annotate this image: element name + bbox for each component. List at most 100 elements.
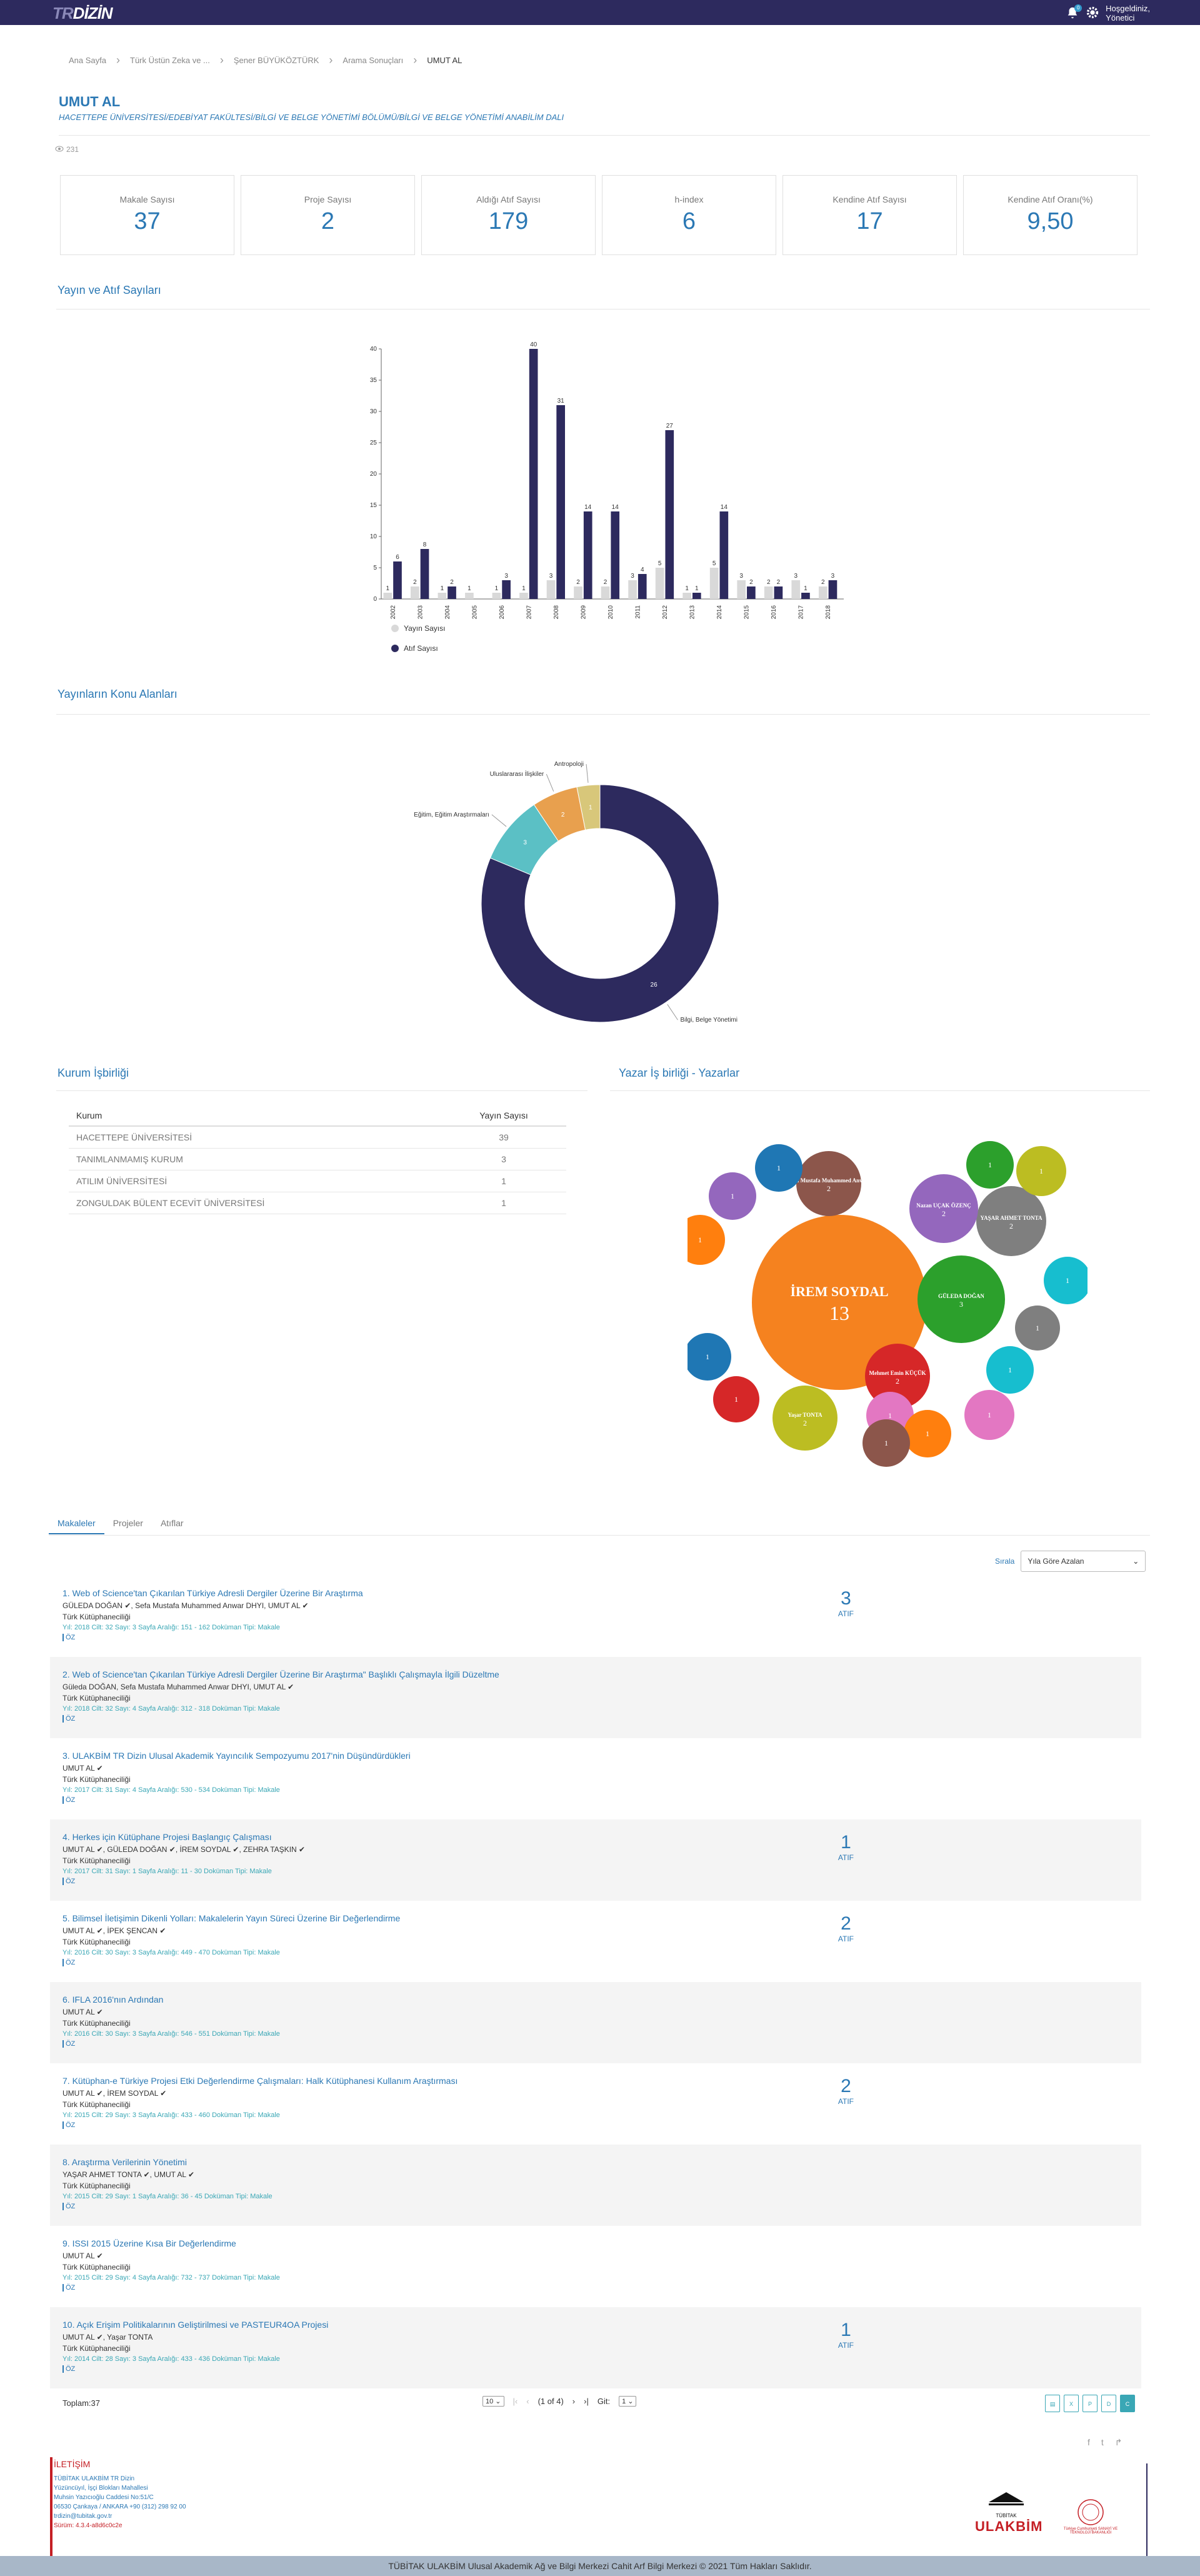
author-name: GÜLEDA DOĞAN xyxy=(938,1293,984,1299)
abstract-link[interactable]: ÖZ xyxy=(62,2284,75,2292)
publication-authors: YAŞAR AHMET TONTA ✔, UMUT AL ✔ xyxy=(62,2170,195,2179)
view-count: 231 xyxy=(55,145,79,154)
bar-publications xyxy=(546,580,556,599)
publication-title[interactable]: 3. ULAKBİM TR Dizin Ulusal Akademik Yayı… xyxy=(62,1751,411,1761)
x-tick-label: 2002 xyxy=(390,605,397,620)
user-greeting[interactable]: Hoşgeldiniz, Yönetici xyxy=(1106,4,1150,23)
publication-title[interactable]: 2. Web of Science'tan Çıkarılan Türkiye … xyxy=(62,1669,499,1679)
bell-icon[interactable]: 0 xyxy=(1066,4,1082,20)
abstract-link[interactable]: ÖZ xyxy=(62,2365,75,2373)
bar-citations xyxy=(638,574,647,599)
doc-icon[interactable]: D xyxy=(1101,2395,1116,2412)
author-count: 1 xyxy=(1039,1167,1043,1175)
data-label: 8 xyxy=(423,541,427,548)
gear-icon[interactable] xyxy=(1086,6,1099,21)
publication-title[interactable]: 5. Bilimsel İletişimin Dikenli Yolları: … xyxy=(62,1913,401,1923)
publication-journal: Türk Kütüphaneciliği xyxy=(62,2019,131,2028)
y-tick-label: 30 xyxy=(370,408,378,415)
abstract-link[interactable]: ÖZ xyxy=(62,2040,75,2048)
publication-title[interactable]: 9. ISSI 2015 Üzerine Kısa Bir Değerlendi… xyxy=(62,2238,236,2248)
publication-meta: Yıl: 2017 Cilt: 31 Sayı: 1 Sayfa Aralığı… xyxy=(62,1868,272,1875)
citation-count[interactable]: 3 ATIF xyxy=(838,1588,854,1618)
first-page-icon[interactable]: |‹ xyxy=(512,2397,518,2406)
table-row[interactable]: TANIMLANMAMIŞ KURUM 3 xyxy=(69,1148,566,1170)
author-bubble xyxy=(796,1151,861,1216)
abstract-link[interactable]: ÖZ xyxy=(62,1959,75,1966)
author-bubble xyxy=(1015,1306,1060,1351)
legend-item-publications[interactable]: Yayın Sayısı xyxy=(391,624,445,633)
author-count: 1 xyxy=(698,1235,702,1244)
publication-title[interactable]: 8. Araştırma Verilerinin Yönetimi xyxy=(62,2157,187,2167)
abstract-link[interactable]: ÖZ xyxy=(62,1878,75,1885)
citation-count[interactable]: 2 ATIF xyxy=(838,2076,854,2106)
list-item: 5. Bilimsel İletişimin Dikenli Yolları: … xyxy=(50,1901,1141,1982)
pdf-icon[interactable]: P xyxy=(1082,2395,1098,2412)
abstract-link[interactable]: ÖZ xyxy=(62,1634,75,1641)
publication-title[interactable]: 7. Kütüphan-e Türkiye Projesi Etki Değer… xyxy=(62,2076,458,2086)
twitter-icon[interactable]: t xyxy=(1101,2437,1104,2447)
breadcrumb-institute[interactable]: Türk Üstün Zeka ve ... xyxy=(130,56,210,65)
author-count: 2 xyxy=(827,1184,831,1193)
publication-title[interactable]: 4. Herkes için Kütüphane Projesi Başlang… xyxy=(62,1832,272,1842)
publication-title[interactable]: 6. IFLA 2016'nın Ardından xyxy=(62,1995,164,2005)
contact-email[interactable]: trdizin@tubitak.gov.tr xyxy=(54,2513,112,2520)
publication-title[interactable]: 1. Web of Science'tan Çıkarılan Türkiye … xyxy=(62,1588,363,1598)
citation-count[interactable]: 1 ATIF xyxy=(838,1832,854,1862)
abstract-link[interactable]: ÖZ xyxy=(62,1715,75,1723)
citation-count[interactable]: 2 ATIF xyxy=(838,1913,854,1943)
legend-item-citations[interactable]: Atıf Sayısı xyxy=(391,644,445,653)
last-page-icon[interactable]: ›| xyxy=(584,2397,589,2406)
table-row[interactable]: HACETTEPE ÜNİVERSİTESİ 39 xyxy=(69,1126,566,1149)
next-page-icon[interactable]: › xyxy=(572,2397,576,2406)
column-header: Kurum xyxy=(69,1105,441,1127)
slice-label: Eğitim, Eğitim Araştırmaları xyxy=(414,812,489,818)
citation-label: ATIF xyxy=(838,1609,854,1618)
goto-label: Git: xyxy=(597,2397,611,2406)
divider xyxy=(49,1535,1150,1536)
data-label: 2 xyxy=(749,579,753,586)
bar-citations xyxy=(747,586,756,599)
bar-publications xyxy=(737,580,746,599)
author-name: Mehmet Emin KÜÇÜK xyxy=(869,1370,926,1376)
sort-select[interactable]: Yıla Göre Azalan ⌄ xyxy=(1021,1551,1146,1572)
tab-articles[interactable]: Makaleler xyxy=(49,1513,104,1534)
breadcrumb-search-results[interactable]: Arama Sonuçları xyxy=(342,56,404,65)
tab-citations[interactable]: Atıflar xyxy=(160,1518,184,1528)
x-tick-label: 2016 xyxy=(771,605,778,620)
page-size-select[interactable]: 10 ⌄ xyxy=(482,2396,504,2407)
chevron-right-icon: › xyxy=(329,54,333,66)
y-tick-label: 0 xyxy=(373,596,377,603)
table-row[interactable]: ATILIM ÜNİVERSİTESİ 1 xyxy=(69,1170,566,1192)
tab-projects[interactable]: Projeler xyxy=(112,1518,143,1528)
share-icon[interactable]: ↱ xyxy=(1114,2437,1122,2447)
abstract-link[interactable]: ÖZ xyxy=(62,2203,75,2210)
bar-publications xyxy=(383,593,392,599)
goto-page-select[interactable]: 1 ⌄ xyxy=(619,2396,637,2407)
data-label: 3 xyxy=(739,573,743,580)
publication-title[interactable]: 10. Açık Erişim Politikalarının Geliştir… xyxy=(62,2320,329,2330)
excel-icon[interactable]: X xyxy=(1064,2395,1079,2412)
author-bubble xyxy=(904,1410,951,1457)
citation-count[interactable]: 1 ATIF xyxy=(838,2320,854,2350)
breadcrumb-person[interactable]: Şener BÜYÜKÖZTÜRK xyxy=(233,56,319,65)
stat-card-self-citation-rate: Kendine Atıf Oranı(%) 9,50 xyxy=(963,175,1138,255)
table-row[interactable]: ZONGULDAK BÜLENT ECEVİT ÜNİVERSİTESİ 1 xyxy=(69,1192,566,1214)
bar-publications xyxy=(411,586,419,599)
y-tick-label: 5 xyxy=(373,565,377,571)
subjects-donut-chart: 26 Bilgi, Belge Yönetimi 3 Eğitim, Eğitim A… xyxy=(414,761,738,1024)
trdizin-logo[interactable]: TRDİZİN xyxy=(52,4,113,23)
abstract-link[interactable]: ÖZ xyxy=(62,2121,75,2129)
author-count: 13 xyxy=(829,1302,849,1324)
export-icon[interactable]: ▤ xyxy=(1045,2395,1060,2412)
prev-page-icon[interactable]: ‹ xyxy=(526,2397,529,2406)
stat-value: 179 xyxy=(488,208,529,234)
facebook-icon[interactable]: f xyxy=(1088,2437,1090,2447)
contact-block: İLETİŞİM TÜBİTAK ULAKBİM TR Dizin Yüzünc… xyxy=(54,2460,186,2530)
list-item: 3. ULAKBİM TR Dizin Ulusal Akademik Yayı… xyxy=(50,1738,1141,1819)
breadcrumb-home[interactable]: Ana Sayfa xyxy=(69,56,106,65)
ulakbim-logo[interactable]: TÜBİTAK ULAKBİM xyxy=(975,2488,1042,2535)
ministry-logo[interactable]: Türkiye Cumhuriyeti SANAYİ VE TEKNOLOJİ … xyxy=(1062,2498,1119,2535)
csv-icon[interactable]: C xyxy=(1120,2395,1135,2412)
y-tick-label: 20 xyxy=(370,471,378,478)
abstract-link[interactable]: ÖZ xyxy=(62,1796,75,1804)
